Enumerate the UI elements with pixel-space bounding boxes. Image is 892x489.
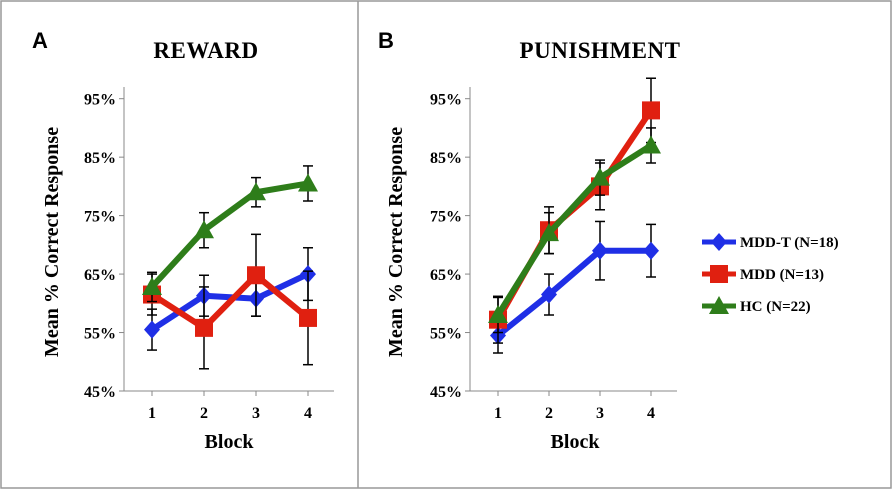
y-axis-title-punishment: Mean % Correct Response [385,127,407,357]
data-point-mdd [642,101,660,120]
data-point-mdd-t [541,285,557,304]
data-point-hc [641,135,661,154]
series-hc-punishment [488,127,661,334]
legend-marker-mdd [710,265,728,283]
x-tick-label-punishment: 2 [545,405,553,422]
panel-punishment: B PUNISHMENT Mean % Correct Response Blo… [378,28,680,453]
y-tick-label-reward: 95% [84,92,116,109]
legend: MDD-T (N=18) MDD (N=13) HC (N=22) [702,233,839,315]
y-tick-label-punishment: 95% [430,92,462,109]
data-point-mdd [195,318,213,337]
data-point-hc [590,167,610,186]
panel-letter-a: A [32,28,48,53]
y-tick-label-reward: 85% [84,150,116,167]
x-tick-label-punishment: 1 [494,405,502,422]
y-tick-label-punishment: 65% [430,267,462,284]
legend-marker-diamond [711,233,727,251]
plot-area-reward: 45% 55% 65% 75% 85% 95% 1 2 3 4 [84,87,334,422]
y-tick-label-reward: 75% [84,209,116,226]
y-axis-title-reward: Mean % Correct Response [41,127,63,357]
series-line-hc [495,142,653,317]
data-point-hc [488,305,508,323]
legend-label-hc: HC (N=22) [740,299,811,315]
legend-marker-triangle [709,296,729,314]
data-point-hc [142,276,162,295]
legend-item-hc: HC (N=22) [702,296,811,315]
y-tick-label-reward: 45% [84,384,116,401]
x-tick-label-punishment: 3 [596,405,604,422]
data-point-mdd-t [144,320,160,339]
panel-letter-b: B [378,28,394,53]
legend-marker-hc [709,296,729,314]
x-tick-label-reward: 2 [200,405,208,422]
y-tick-label-reward: 65% [84,267,116,284]
panel-reward: A REWARD Mean % Correct Response Block 4… [32,28,334,453]
y-tick-label-punishment: 85% [430,150,462,167]
y-tick-label-punishment: 75% [430,209,462,226]
series-mdd-t-reward [144,247,316,351]
x-tick-label-punishment: 4 [647,405,655,422]
plot-area-punishment: 45% 55% 65% 75% 85% 95% 1 2 3 4 [430,77,677,422]
legend-label-mdd-t: MDD-T (N=18) [740,235,839,251]
legend-item-mdd-t: MDD-T (N=18) [702,233,839,251]
legend-item-mdd: MDD (N=13) [702,265,824,283]
x-tick-label-reward: 1 [148,405,156,422]
data-point-hc [539,223,559,242]
series-line-mdd-t [496,247,651,338]
data-point-mdd-t [592,241,608,260]
legend-marker-square [710,265,728,283]
data-point-hc [298,173,318,192]
chart-title-reward: REWARD [153,38,258,63]
series-line-mdd [150,272,310,331]
data-point-mdd [299,308,317,327]
x-tick-label-reward: 3 [252,405,260,422]
y-tick-label-reward: 55% [84,326,116,343]
legend-label-mdd: MDD (N=13) [740,267,824,283]
y-tick-label-punishment: 45% [430,384,462,401]
series-mdd-t-punishment [490,220,659,354]
chart-title-punishment: PUNISHMENT [520,38,681,63]
x-tick-label-reward: 4 [304,405,312,422]
data-point-hc [194,220,214,239]
data-point-mdd-t [643,241,659,260]
legend-marker-mdd-t [711,233,727,251]
series-line-hc [149,180,309,289]
x-axis-title-reward: Block [205,431,255,453]
x-axis-title-punishment: Block [551,431,601,453]
series-hc-reward [142,165,318,303]
data-point-hc [246,182,266,201]
y-tick-label-punishment: 55% [430,326,462,343]
data-point-mdd [247,266,265,285]
